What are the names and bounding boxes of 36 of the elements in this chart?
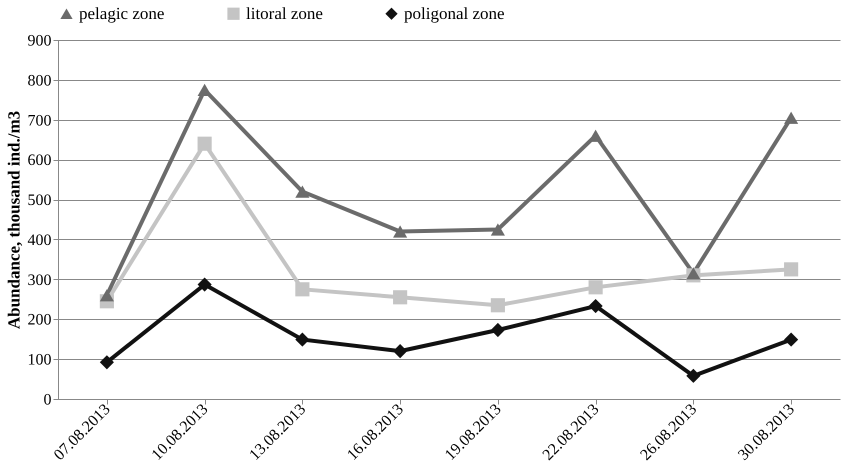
legend-label: litoral zone — [246, 4, 323, 23]
point — [198, 136, 212, 151]
y-axis-title: Abundance, thousand ind./m3 — [4, 110, 24, 330]
y-tick-label: 700 — [28, 112, 52, 130]
legend-label: pelagic zone — [79, 4, 164, 23]
y-tick-label: 300 — [28, 272, 52, 289]
legend-label: poligonal zone — [404, 4, 505, 23]
point — [490, 298, 505, 312]
point — [295, 185, 310, 198]
point — [393, 344, 408, 358]
point — [100, 355, 114, 370]
y-tick-label: 800 — [28, 72, 52, 90]
y-tick-label: 400 — [28, 232, 52, 249]
y-tick-label: 900 — [28, 32, 52, 50]
point — [100, 289, 114, 302]
point — [198, 84, 212, 96]
point — [784, 332, 798, 347]
y-tick-label: 600 — [28, 152, 52, 170]
point — [295, 282, 310, 296]
point — [393, 290, 408, 304]
y-tick-label: 200 — [28, 312, 52, 329]
point — [784, 262, 798, 276]
point — [784, 112, 798, 124]
point — [198, 277, 212, 292]
y-tick-label: 100 — [28, 352, 52, 369]
point — [490, 223, 505, 236]
point — [295, 332, 310, 347]
point — [490, 322, 505, 338]
point — [686, 368, 700, 383]
point — [588, 298, 603, 314]
point — [393, 225, 408, 238]
y-tick-label: 500 — [28, 192, 52, 210]
y-tick-label: 0 — [44, 392, 52, 408]
point — [686, 267, 700, 280]
point — [588, 280, 603, 294]
point — [588, 130, 603, 142]
